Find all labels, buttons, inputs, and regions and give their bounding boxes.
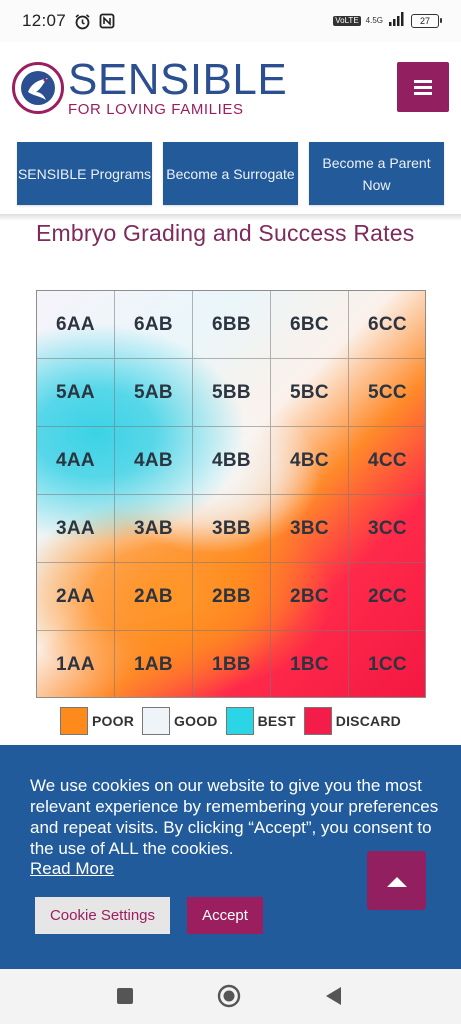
grade-cell-3cc: 3CC (349, 495, 425, 563)
grade-cell-3ab: 3AB (115, 495, 193, 563)
grade-cell-4cc: 4CC (349, 427, 425, 495)
grade-cell-1ab: 1AB (115, 631, 193, 697)
grade-cell-3bb: 3BB (193, 495, 271, 563)
site-header: SENSIBLE FOR LOVING FAMILIES (0, 42, 461, 132)
grade-cell-6bb: 6BB (193, 291, 271, 359)
stork-logo-icon (12, 61, 64, 114)
legend-label: POOR (92, 713, 135, 729)
grade-cell-3bc: 3BC (271, 495, 349, 563)
menu-button[interactable] (397, 62, 449, 112)
logo-title: SENSIBLE (68, 55, 288, 104)
grade-cell-6bc: 6BC (271, 291, 349, 359)
embryo-grade-grid: 6AA 6AB 6BB 6BC 6CC 5AA 5AB 5BB 5BC 5CC 4AA 4AB 4BB 4… (36, 290, 426, 698)
read-more-link[interactable]: Read More (30, 859, 115, 878)
status-time: 12:07 (22, 11, 67, 30)
grade-cell-1cc: 1CC (349, 631, 425, 697)
system-navigation-bar (0, 969, 461, 1024)
grade-cell-5bc: 5BC (271, 359, 349, 427)
legend-item-discard: DISCARD (303, 707, 401, 735)
grade-cell-1bb: 1BB (193, 631, 271, 697)
grade-cell-5ab: 5AB (115, 359, 193, 427)
cookie-settings-button[interactable]: Cookie Settings (35, 897, 170, 934)
grade-cell-5aa: 5AA (37, 359, 115, 427)
grade-cell-5bb: 5BB (193, 359, 271, 427)
legend-swatch (60, 707, 88, 735)
accept-button[interactable]: Accept (187, 897, 263, 934)
nfc-icon (99, 13, 115, 29)
grade-cell-2cc: 2CC (349, 563, 425, 631)
recent-apps-icon[interactable] (112, 983, 138, 1009)
grade-cell-4ab: 4AB (115, 427, 193, 495)
signal-icon (388, 11, 406, 31)
grade-cell-6cc: 6CC (349, 291, 425, 359)
grade-cell-1bc: 1BC (271, 631, 349, 697)
nav-become-surrogate-button[interactable]: Become a Surrogate (163, 142, 298, 205)
page-title: Embryo Grading and Success Rates (36, 220, 415, 246)
grade-cell-6aa: 6AA (37, 291, 115, 359)
status-bar: 12:07 VoLTE 4.5G 27 (0, 0, 461, 42)
legend-label: DISCARD (335, 713, 401, 729)
legend-item-best: BEST (225, 707, 296, 735)
legend-swatch (225, 707, 254, 735)
battery-icon: 27 (411, 14, 442, 28)
grade-cell-4bb: 4BB (193, 427, 271, 495)
back-icon[interactable] (320, 983, 346, 1009)
grade-cell-5cc: 5CC (349, 359, 425, 427)
legend-item-poor: POOR (60, 707, 134, 735)
legend-swatch (142, 707, 171, 735)
nav-button-row: SENSIBLE Programs Become a Surrogate Bec… (17, 142, 445, 206)
legend-swatch (303, 707, 332, 735)
grade-legend: POOR GOOD BEST DISCARD (60, 705, 409, 737)
legend-item-good: GOOD (142, 707, 218, 735)
grade-cell-6ab: 6AB (115, 291, 193, 359)
home-icon[interactable] (216, 983, 242, 1009)
header-shadow (0, 214, 461, 221)
grade-cell-4bc: 4BC (271, 427, 349, 495)
cookie-message: We use cookies on our website to give yo… (30, 776, 439, 858)
volte-badge: VoLTE (333, 15, 361, 27)
network-type: 4.5G (365, 16, 383, 25)
alarm-icon (74, 13, 91, 30)
logo-subtitle: FOR LOVING FAMILIES (68, 101, 244, 118)
chevron-up-icon (386, 876, 407, 887)
grade-cell-2bc: 2BC (271, 563, 349, 631)
grade-cell-4aa: 4AA (37, 427, 115, 495)
legend-label: GOOD (174, 713, 218, 729)
grade-cell-1aa: 1AA (37, 631, 115, 697)
nav-sensible-programs-button[interactable]: SENSIBLE Programs (17, 142, 152, 205)
legend-label: BEST (257, 713, 296, 729)
hamburger-menu-icon (414, 80, 432, 95)
scroll-to-top-button[interactable] (367, 851, 426, 910)
nav-become-parent-button[interactable]: Become a Parent Now (309, 142, 444, 205)
grade-cell-2ab: 2AB (115, 563, 193, 631)
site-logo[interactable]: SENSIBLE FOR LOVING FAMILIES (12, 58, 287, 117)
cookie-banner: We use cookies on our website to give yo… (0, 745, 461, 969)
grade-cell-2aa: 2AA (37, 563, 115, 631)
grade-cell-2bb: 2BB (193, 563, 271, 631)
grade-cell-3aa: 3AA (37, 495, 115, 563)
